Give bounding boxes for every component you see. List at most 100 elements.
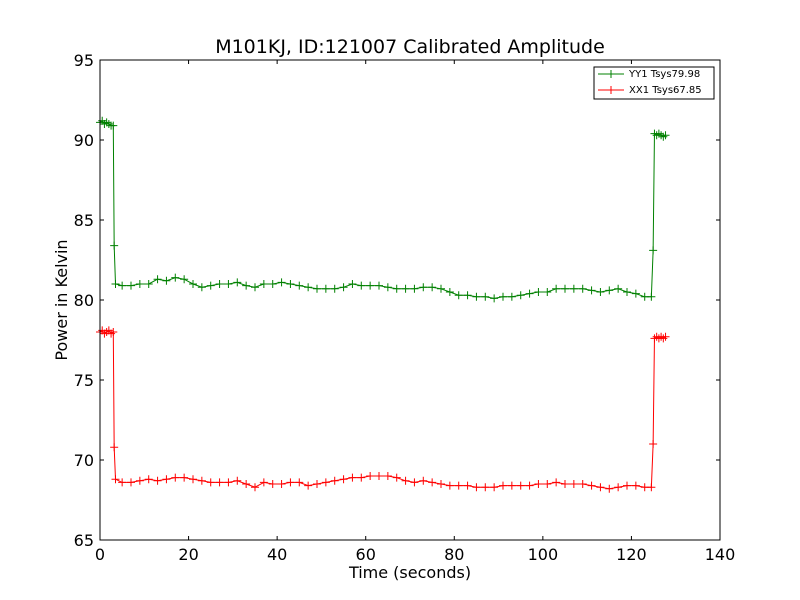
series-0-point-70 (649, 246, 658, 255)
series-1-point-24 (251, 483, 259, 492)
series-1-point-34 (339, 475, 348, 484)
series-0-point-12 (144, 280, 153, 288)
legend: YY1 Tsys79.98 XX1 Tsys67.85 (593, 66, 715, 100)
series-1-point-76 (661, 332, 670, 341)
series-0-point-15 (171, 273, 180, 282)
series-0-point-33 (330, 284, 339, 293)
x-tick-label-140: 140 (705, 545, 736, 564)
series-1-point-31 (313, 480, 321, 488)
series-1-point-64 (605, 484, 614, 493)
legend-box (593, 66, 715, 100)
series-0-point-20 (215, 280, 224, 288)
series-0-point-54 (516, 291, 525, 300)
series-0-point-26 (268, 280, 277, 288)
series-0-point-17 (189, 280, 197, 288)
series-1-point-42 (410, 478, 419, 487)
series-1-point-62 (587, 481, 596, 490)
y-tick-label-80: 80 (74, 291, 94, 310)
legend-marker-yy1 (607, 70, 615, 78)
x-tick-label-60: 60 (356, 545, 376, 564)
series-1-point-51 (490, 483, 499, 492)
series-1-point-60 (569, 480, 578, 488)
series-1-point-56 (534, 480, 543, 488)
series-1-point-50 (481, 483, 490, 492)
series-1-point-55 (525, 481, 534, 490)
series-0-point-55 (525, 289, 534, 298)
series-0-point-58 (552, 284, 561, 293)
series-0-point-29 (295, 281, 304, 290)
x-tick-label-40: 40 (267, 545, 287, 564)
series-0-point-41 (401, 284, 410, 293)
series-1-point-48 (463, 481, 472, 490)
series-1-point-67 (631, 481, 640, 490)
series-1-point-21 (224, 478, 233, 487)
series-0-point-46 (445, 288, 454, 296)
series-0-point-65 (614, 284, 623, 293)
series-0-point-49 (472, 292, 481, 301)
series-0-point-8 (111, 280, 120, 288)
series-0-point-63 (596, 288, 605, 296)
series-0-point-23 (242, 281, 251, 290)
series-0-point-19 (206, 281, 215, 290)
series-1-point-10 (127, 478, 135, 487)
series-1-point-66 (623, 481, 631, 490)
series-1-point-19 (206, 478, 215, 487)
series-0-point-48 (463, 291, 472, 300)
series-1-point-39 (383, 472, 392, 480)
series-0-point-59 (561, 284, 569, 293)
y-tick-label-70: 70 (74, 451, 94, 470)
series-0-point-10 (127, 281, 135, 290)
series-0-point-38 (375, 281, 383, 290)
series-0-point-16 (180, 275, 189, 284)
series-0-point-66 (623, 288, 631, 296)
series-0-point-30 (304, 283, 313, 292)
series-1-point-63 (596, 483, 605, 492)
series-1-point-41 (401, 476, 410, 485)
series-1-point-22 (233, 476, 242, 485)
series-0-point-40 (392, 284, 401, 293)
legend-marker-xx1 (607, 86, 615, 94)
series-0-point-61 (578, 284, 587, 293)
series-1-point-57 (543, 480, 552, 488)
y-tick-label-65: 65 (74, 531, 94, 550)
series-1-point-69 (647, 483, 656, 492)
series-1-point-44 (428, 478, 437, 487)
series-0-point-50 (481, 292, 490, 301)
series-1-point-9 (118, 478, 127, 487)
series-1-point-46 (445, 481, 454, 490)
series-0-point-11 (135, 280, 144, 288)
series-1-point-47 (454, 481, 463, 490)
series-0-point-18 (197, 283, 206, 292)
series-1-point-37 (366, 472, 375, 480)
series-0-point-22 (233, 278, 242, 287)
series-0-point-37 (366, 281, 375, 290)
series-0-point-25 (259, 280, 268, 288)
series-0-point-57 (543, 288, 552, 296)
y-tick-label-90: 90 (74, 131, 94, 150)
series-0-point-13 (153, 275, 162, 284)
series-0-point-53 (507, 292, 516, 301)
series-1-point-23 (242, 480, 251, 488)
series-0-point-60 (569, 284, 578, 293)
series-1-point-53 (507, 481, 516, 490)
chart-title: M101KJ, ID:121007 Calibrated Amplitude (215, 36, 605, 58)
series-1-point-45 (437, 480, 445, 488)
series-0-point-43 (419, 283, 428, 292)
series-1-point-49 (472, 483, 481, 492)
series-0-point-52 (499, 292, 507, 301)
ticks-layer: 0 20 40 60 80 100 120 140 65 70 75 80 85 90 95 (74, 51, 736, 564)
x-tick-label-20: 20 (178, 545, 198, 564)
x-tick-label-0: 0 (95, 545, 105, 564)
series-1-point-26 (268, 480, 277, 488)
series-1-point-28 (286, 478, 295, 487)
series-0-point-56 (534, 288, 543, 296)
series-1-point-14 (162, 475, 171, 484)
series-1-point-70 (649, 440, 658, 448)
series-0-point-6 (109, 121, 118, 130)
legend-label-yy1: YY1 Tsys79.98 (628, 69, 700, 80)
y-tick-label-75: 75 (74, 371, 94, 390)
series-1-point-65 (614, 483, 623, 492)
series-1-point-12 (144, 475, 153, 484)
series-0-point-24 (251, 283, 259, 292)
series-1-point-43 (419, 476, 428, 485)
